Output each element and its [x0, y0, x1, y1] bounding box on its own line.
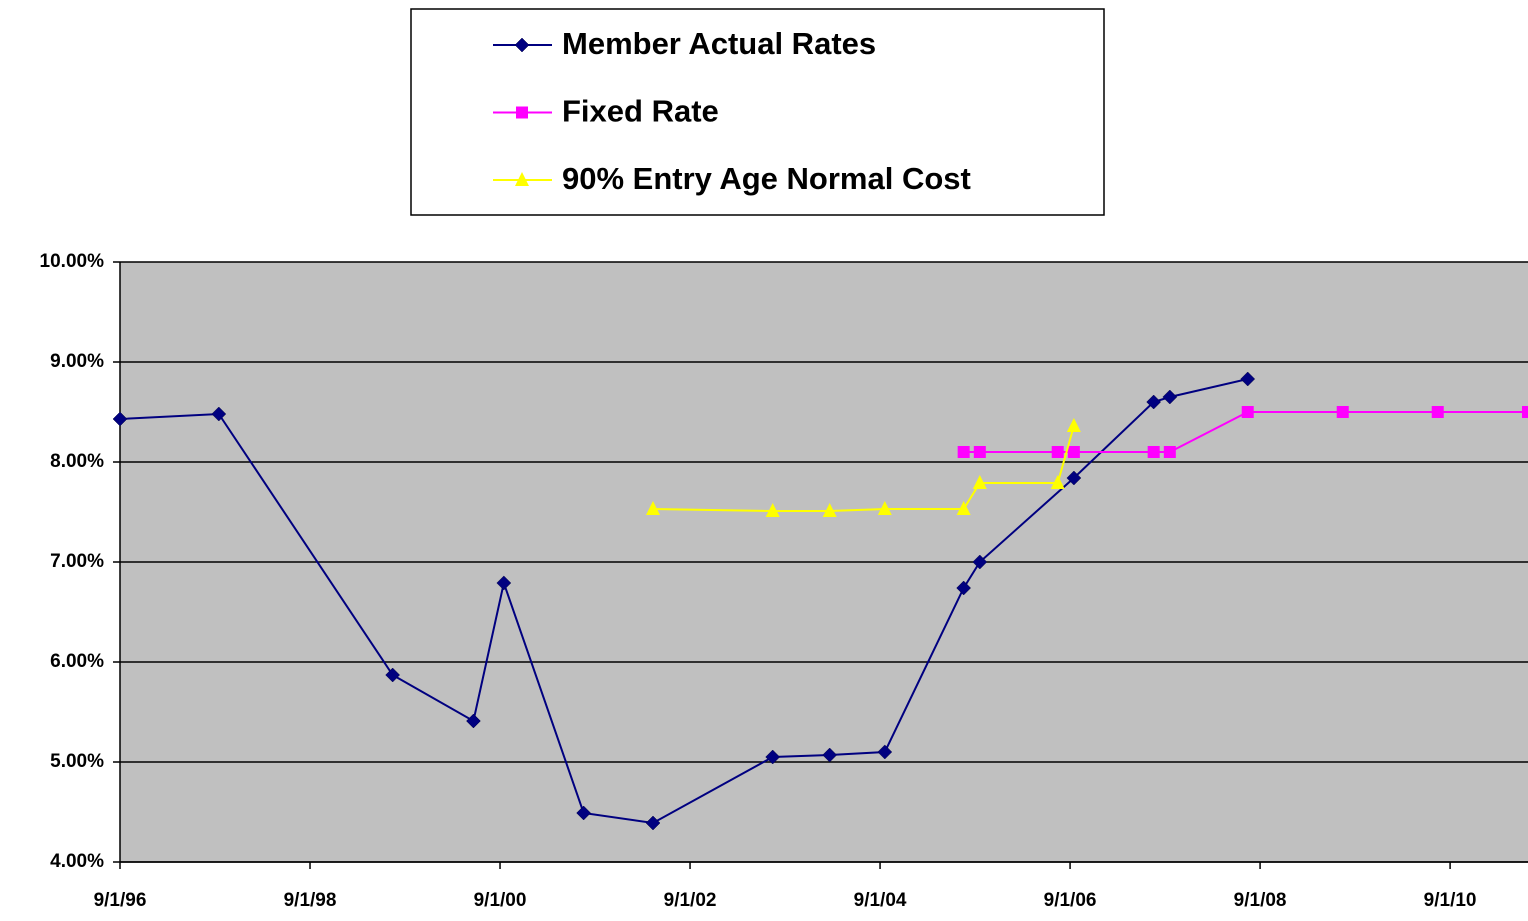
x-tick-label: 9/1/10 [1424, 890, 1477, 911]
marker-diamond [1146, 394, 1162, 410]
legend-label: Member Actual Rates [562, 26, 876, 61]
x-tick-label: 9/1/98 [284, 890, 337, 911]
grid [120, 261, 1528, 863]
marker-triangle [1050, 475, 1065, 489]
marker-square [1431, 406, 1444, 418]
marker-triangle [515, 172, 529, 186]
x-tick-label: 9/1/08 [1234, 890, 1287, 911]
x-tick-label: 9/1/00 [474, 890, 527, 911]
series [112, 371, 1528, 831]
marker-square [1067, 446, 1080, 458]
x-tick-label: 9/1/06 [1044, 890, 1097, 911]
legend-label: Fixed Rate [562, 94, 719, 129]
y-tick-label: 9.00% [50, 351, 104, 372]
marker-diamond [576, 805, 591, 821]
series-line [963, 411, 1528, 453]
marker-diamond [822, 747, 838, 763]
legend: Member Actual Rates Fixed Rate 90% Entry A… [493, 26, 971, 196]
marker-triangle [1066, 418, 1081, 432]
y-tick-label: 7.00% [50, 551, 104, 572]
marker-diamond [1162, 389, 1178, 405]
marker-triangle [877, 501, 892, 515]
marker-triangle [822, 503, 837, 517]
marker-triangle [645, 501, 660, 515]
marker-square [1241, 406, 1254, 418]
marker-triangle [956, 501, 971, 515]
marker-square [1163, 446, 1176, 458]
marker-square [1522, 406, 1528, 418]
marker-diamond [514, 37, 530, 53]
marker-diamond [211, 406, 227, 422]
marker-diamond [956, 580, 972, 596]
legend-label: 90% Entry Age Normal Cost [562, 161, 971, 196]
marker-triangle [765, 503, 780, 517]
marker-diamond [765, 749, 781, 765]
x-tick-label: 9/1/96 [94, 890, 147, 911]
marker-diamond [466, 713, 481, 729]
marker-diamond [877, 744, 893, 760]
series-line [652, 425, 1075, 512]
y-tick-label: 10.00% [40, 251, 105, 272]
marker-square [1147, 446, 1160, 458]
y-tick-label: 8.00% [50, 451, 104, 472]
marker-diamond [1240, 371, 1256, 387]
marker-square [957, 446, 970, 458]
marker-square [1336, 406, 1349, 418]
marker-diamond [112, 411, 128, 427]
marker-diamond [385, 667, 401, 683]
marker-diamond [1066, 470, 1082, 486]
marker-triangle [972, 475, 987, 489]
marker-square [1051, 446, 1064, 458]
x-tick-label: 9/1/02 [664, 890, 717, 911]
marker-diamond [496, 575, 512, 591]
marker-square [516, 106, 528, 119]
y-tick-label: 6.00% [50, 651, 104, 672]
marker-diamond [645, 815, 661, 831]
x-tick-label: 9/1/04 [854, 890, 907, 911]
y-tick-label: 5.00% [50, 751, 104, 772]
marker-square [973, 446, 986, 458]
marker-diamond [972, 554, 988, 570]
series-line [119, 378, 1248, 825]
y-tick-label: 4.00% [50, 851, 104, 872]
